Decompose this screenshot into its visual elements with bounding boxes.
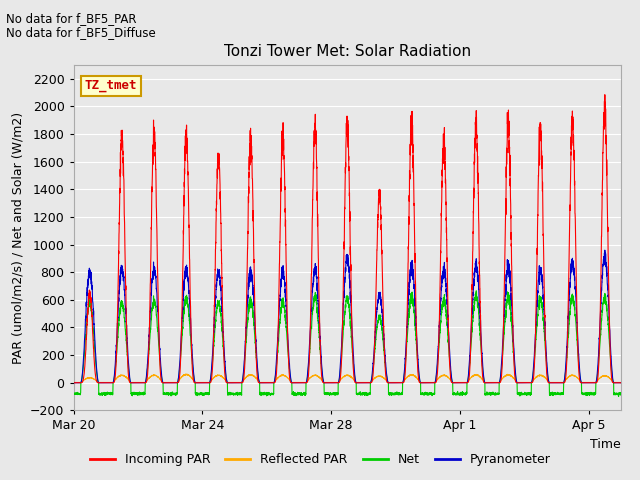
Title: Tonzi Tower Met: Solar Radiation: Tonzi Tower Met: Solar Radiation [223, 45, 471, 60]
Y-axis label: PAR (umol/m2/s) / Net and Solar (W/m2): PAR (umol/m2/s) / Net and Solar (W/m2) [12, 111, 25, 364]
Text: TZ_tmet: TZ_tmet [84, 79, 137, 92]
X-axis label: Time: Time [590, 438, 621, 451]
Text: No data for f_BF5_Diffuse: No data for f_BF5_Diffuse [6, 26, 156, 39]
Legend: Incoming PAR, Reflected PAR, Net, Pyranometer: Incoming PAR, Reflected PAR, Net, Pyrano… [84, 448, 556, 471]
Text: No data for f_BF5_PAR: No data for f_BF5_PAR [6, 12, 137, 25]
